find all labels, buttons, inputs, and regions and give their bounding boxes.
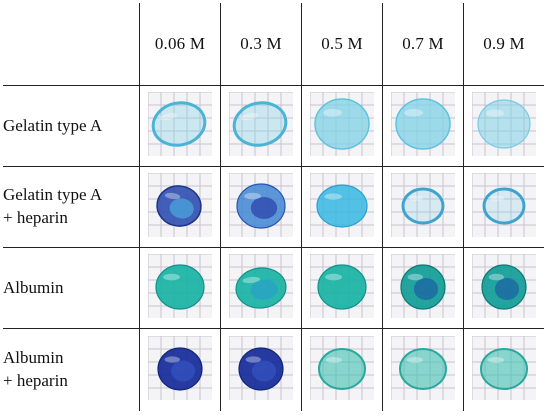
sample-photo — [229, 91, 293, 156]
sample-photo — [472, 91, 536, 156]
sample-photo — [472, 172, 536, 237]
sample-cell — [220, 247, 302, 329]
hydrogel-disc — [151, 100, 207, 147]
sample-photo — [391, 91, 455, 156]
sample-image — [391, 335, 455, 400]
sample-photo — [229, 253, 293, 318]
sample-photo — [391, 172, 455, 237]
sample-cell — [382, 328, 464, 411]
sample-photo — [472, 335, 536, 400]
sample-image — [229, 253, 293, 318]
sample-photo — [148, 91, 212, 156]
hydrogel-disc — [401, 187, 445, 224]
sample-photo — [391, 253, 455, 318]
hydrogel-disc — [316, 183, 368, 228]
row-label: Gelatin type A + heparin — [3, 166, 140, 248]
row-label-line: Albumin — [3, 348, 64, 368]
sample-image — [391, 253, 455, 318]
hydrogel-disc — [317, 263, 367, 310]
sample-cell — [220, 85, 302, 167]
hydrogel-disc — [480, 347, 528, 390]
hydrogel-disc — [482, 187, 526, 224]
sample-image — [391, 91, 455, 156]
sample-image — [310, 91, 374, 156]
row-label-line: Gelatin type A — [3, 115, 103, 135]
row-label-line: + heparin — [3, 208, 68, 227]
sample-cell — [301, 166, 383, 248]
sample-photo — [310, 91, 374, 156]
sample-cell — [139, 85, 221, 167]
sample-image — [229, 335, 293, 400]
column-header: 0.06 M — [139, 3, 221, 86]
sample-photo — [391, 335, 455, 400]
sample-cell — [463, 166, 544, 248]
sample-image — [148, 335, 212, 400]
hydrogel-disc — [318, 347, 366, 390]
sample-cell — [220, 166, 302, 248]
sample-table: 0.06 M 0.3 M 0.5 M 0.7 M 0.9 M Gelatin t… — [3, 3, 544, 411]
hydrogel-disc — [399, 347, 447, 390]
sample-image — [472, 335, 536, 400]
sample-cell — [220, 328, 302, 411]
table-row: Gelatin type A + heparin — [3, 166, 544, 248]
sample-cell — [139, 247, 221, 329]
sample-image — [310, 253, 374, 318]
sample-cell — [139, 328, 221, 411]
sample-image — [148, 172, 212, 237]
sample-image — [148, 253, 212, 318]
table-row: Albumin — [3, 247, 544, 329]
column-header: 0.7 M — [382, 3, 464, 86]
column-header: 0.5 M — [301, 3, 383, 86]
sample-image — [472, 172, 536, 237]
sample-image — [229, 91, 293, 156]
sample-photo — [229, 172, 293, 237]
hydrogel-disc — [232, 100, 288, 147]
hydrogel-disc — [395, 97, 451, 150]
row-label-line: + heparin — [3, 371, 68, 390]
sample-cell — [382, 247, 464, 329]
row-label: Albumin — [3, 247, 140, 329]
table-row: Gelatin type A — [3, 85, 544, 167]
sample-cell — [301, 247, 383, 329]
row-label-line: Albumin — [3, 277, 64, 297]
sample-cell — [139, 166, 221, 248]
sample-cell — [463, 85, 544, 167]
sample-cell — [301, 85, 383, 167]
sample-photo — [148, 172, 212, 237]
hydrogel-disc — [477, 98, 531, 149]
sample-image — [391, 172, 455, 237]
sample-photo — [229, 335, 293, 400]
sample-cell — [382, 166, 464, 248]
table-row: Albumin + heparin — [3, 328, 544, 411]
sample-cell — [301, 328, 383, 411]
hydrogel-disc — [314, 97, 370, 150]
sample-image — [472, 91, 536, 156]
corner-cell — [3, 3, 140, 86]
sample-cell — [382, 85, 464, 167]
sample-photo — [148, 335, 212, 400]
sample-image — [310, 172, 374, 237]
column-header: 0.9 M — [463, 3, 544, 86]
sample-photo — [310, 253, 374, 318]
row-label: Gelatin type A — [3, 85, 140, 167]
row-label-line: Gelatin type A — [3, 185, 103, 205]
sample-image — [310, 335, 374, 400]
header-row: 0.06 M 0.3 M 0.5 M 0.7 M 0.9 M — [3, 3, 544, 86]
sample-image — [229, 172, 293, 237]
sample-photo — [472, 253, 536, 318]
sample-image — [148, 91, 212, 156]
row-label: Albumin + heparin — [3, 328, 140, 411]
sample-image — [472, 253, 536, 318]
sample-cell — [463, 247, 544, 329]
sample-photo — [148, 253, 212, 318]
hydrogel-disc — [155, 263, 205, 310]
column-header: 0.3 M — [220, 3, 302, 86]
sample-cell — [463, 328, 544, 411]
sample-photo — [310, 335, 374, 400]
sample-photo — [310, 172, 374, 237]
